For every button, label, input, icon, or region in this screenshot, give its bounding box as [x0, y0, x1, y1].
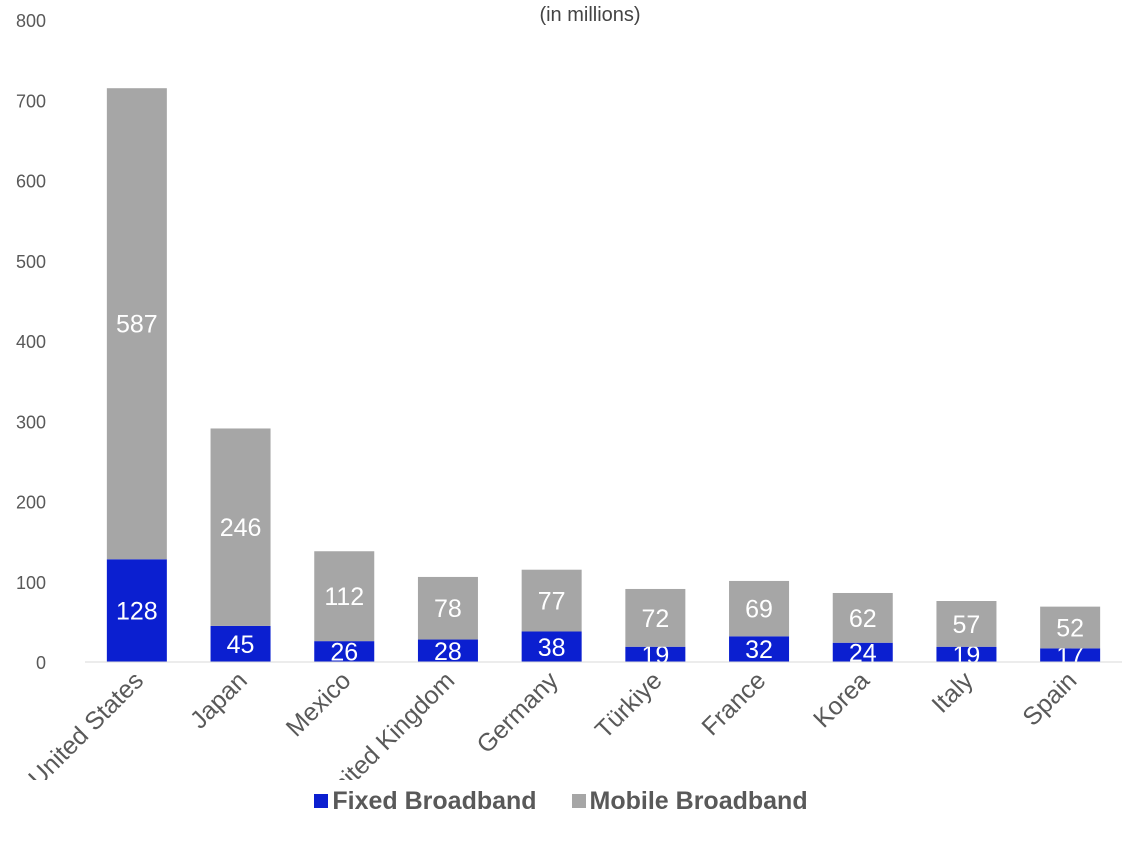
- x-tick-label: Japan: [185, 666, 253, 734]
- y-tick-label: 200: [16, 493, 46, 513]
- x-tick-label: Mexico: [281, 666, 357, 742]
- y-tick-label: 600: [16, 172, 46, 192]
- y-tick-label: 700: [16, 91, 46, 111]
- bar-mobile-broadband: [832, 592, 893, 643]
- bars: 1285874524626112287838771972326924621957…: [106, 88, 1101, 670]
- bar-fixed-broadband: [417, 639, 478, 662]
- data-label: 72: [641, 605, 669, 633]
- bar-mobile-broadband: [314, 551, 375, 642]
- y-tick-label: 300: [16, 412, 46, 432]
- data-label: 45: [227, 631, 255, 659]
- bar-mobile-broadband: [625, 588, 686, 647]
- bar-fixed-broadband: [625, 646, 686, 662]
- bar-mobile-broadband: [936, 601, 997, 647]
- legend-label-fixed: Fixed Broadband: [332, 787, 537, 815]
- legend-swatch-fixed: [314, 794, 329, 808]
- legend-label-mobile: Mobile Broadband: [589, 787, 808, 815]
- bar-fixed-broadband: [729, 636, 790, 662]
- bar-fixed-broadband: [936, 646, 997, 662]
- bar-fixed-broadband: [314, 641, 375, 662]
- bar-fixed-broadband: [210, 625, 271, 662]
- y-tick-label: 400: [16, 332, 46, 352]
- legend: Fixed Broadband Mobile Broadband: [0, 787, 1122, 816]
- bar-mobile-broadband: [729, 580, 790, 637]
- y-tick-label: 500: [16, 252, 46, 272]
- bar-fixed-broadband: [1040, 648, 1101, 662]
- data-label: 28: [434, 638, 462, 666]
- data-label: 128: [116, 598, 158, 626]
- legend-item-mobile: Mobile Broadband: [571, 787, 808, 816]
- chart-subtitle: (in millions): [539, 4, 641, 26]
- bar-mobile-broadband: [1040, 606, 1101, 649]
- legend-item-fixed: Fixed Broadband: [314, 787, 537, 816]
- data-label: 587: [116, 311, 158, 339]
- data-label: 57: [953, 611, 981, 639]
- data-label: 52: [1056, 614, 1084, 642]
- x-tick-label: Türkiye: [590, 666, 668, 744]
- bar-mobile-broadband: [106, 88, 167, 560]
- data-label: 77: [538, 588, 566, 616]
- data-label: 24: [849, 639, 877, 667]
- y-tick-label: 800: [16, 11, 46, 31]
- x-tick-label: Germany: [471, 666, 564, 759]
- data-label: 62: [849, 605, 877, 633]
- bar-mobile-broadband: [210, 428, 271, 626]
- bar-fixed-broadband: [832, 642, 893, 662]
- x-tick-label: France: [696, 666, 771, 741]
- y-tick-label: 0: [36, 653, 46, 673]
- bar-fixed-broadband: [521, 631, 582, 662]
- x-tick-label: United States: [23, 666, 149, 780]
- bar-mobile-broadband: [521, 569, 582, 632]
- y-tick-label: 100: [16, 573, 46, 593]
- y-axis: 0 100 200 300 400 500 600 700 800: [16, 11, 46, 673]
- legend-swatch-mobile: [571, 794, 586, 808]
- data-label: 112: [324, 583, 364, 611]
- data-label: 32: [745, 636, 773, 664]
- data-label: 78: [434, 595, 462, 623]
- data-label: 38: [538, 634, 566, 662]
- bar-mobile-broadband: [417, 576, 478, 640]
- bar-fixed-broadband: [106, 559, 167, 662]
- x-tick-label: Italy: [926, 666, 979, 719]
- data-label: 69: [745, 596, 773, 624]
- x-tick-label: Korea: [808, 666, 875, 733]
- x-tick-label: Spain: [1017, 666, 1082, 731]
- data-label: 246: [220, 514, 262, 542]
